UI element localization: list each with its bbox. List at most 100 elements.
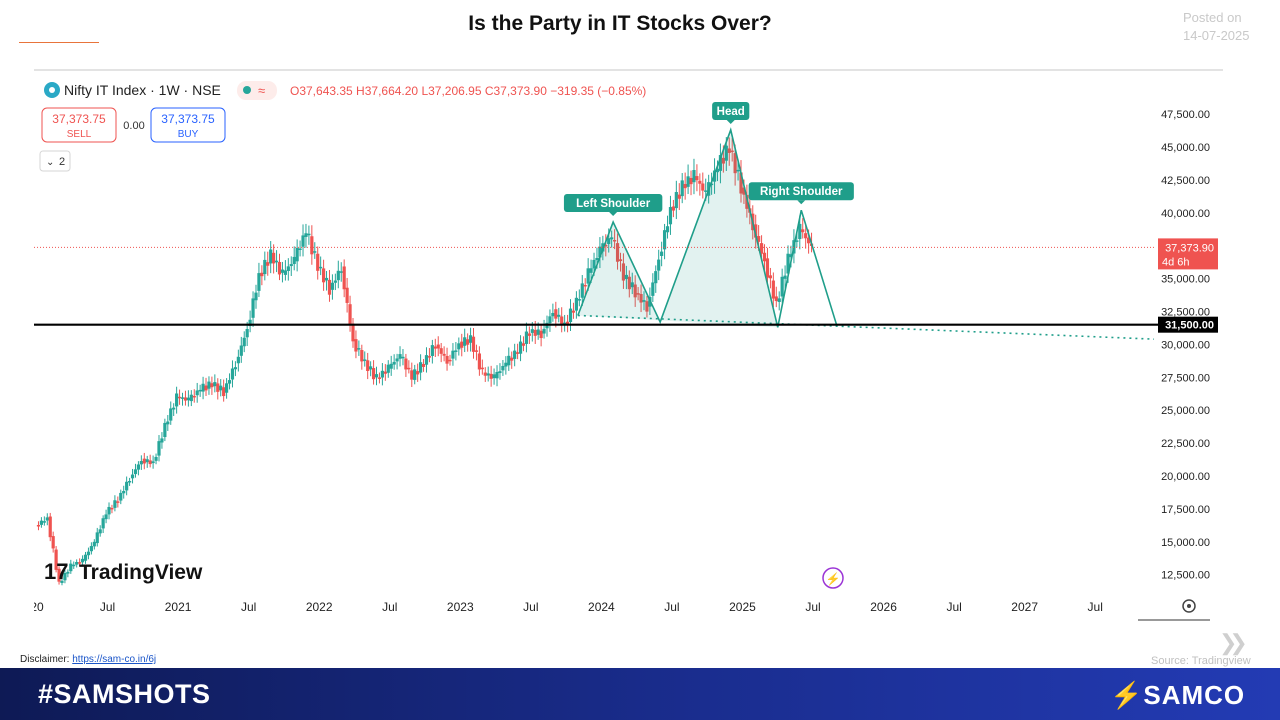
market-open-dot-icon xyxy=(243,86,251,94)
candle-body xyxy=(272,252,276,264)
x-tick-label: Jul xyxy=(523,600,538,614)
candle-body xyxy=(60,580,64,583)
candle-body xyxy=(280,269,285,273)
candle-body xyxy=(45,517,49,521)
candle-body xyxy=(507,355,511,366)
candle-body xyxy=(419,362,423,373)
indicator-toggle[interactable] xyxy=(39,150,71,172)
lightning-icon[interactable]: ⚡ xyxy=(822,567,844,589)
posted-value: 14-07-2025 xyxy=(1183,28,1250,43)
candle-body xyxy=(680,180,684,197)
candle-body xyxy=(227,380,232,384)
candle-body xyxy=(642,300,646,302)
sell-button[interactable] xyxy=(41,107,117,143)
candle-body xyxy=(613,239,617,242)
x-tick-label: 2027 xyxy=(1011,600,1038,614)
y-tick-label: 20,000.00 xyxy=(1161,471,1210,483)
candle-body xyxy=(795,240,799,242)
candle-body xyxy=(145,459,149,463)
candle-body xyxy=(686,176,690,187)
candle-body xyxy=(113,500,117,508)
candle-body xyxy=(551,312,555,317)
candle-body xyxy=(701,183,705,191)
candle-body xyxy=(304,233,308,237)
candle-body xyxy=(745,194,749,209)
market-status-badge[interactable] xyxy=(237,81,277,100)
candle-body xyxy=(401,356,405,359)
candle-body xyxy=(69,563,73,572)
candle-body xyxy=(127,481,132,483)
x-tick-label: 2026 xyxy=(870,600,897,614)
candle-body xyxy=(498,371,502,374)
candle-body xyxy=(542,328,546,334)
candle-body xyxy=(216,383,220,392)
double-chevron-right-icon[interactable]: ❯❯ xyxy=(1219,630,1248,655)
candle-body xyxy=(395,358,399,362)
candle-body xyxy=(430,345,434,356)
candle-body xyxy=(665,226,670,233)
indicator-count: 2 xyxy=(59,156,65,168)
candle-body xyxy=(330,282,335,290)
y-tick-label: 40,000.00 xyxy=(1161,208,1210,220)
candle-body xyxy=(789,254,793,258)
buy-button[interactable] xyxy=(150,107,226,143)
candle-body xyxy=(260,272,264,277)
candle-body xyxy=(557,314,561,317)
symbol-label[interactable]: Nifty IT Index · 1W · NSE xyxy=(64,82,221,98)
candle-body xyxy=(671,206,675,211)
candle-body xyxy=(380,370,384,378)
candle-body xyxy=(36,524,41,527)
candle-body xyxy=(254,292,258,301)
candle-body xyxy=(754,224,758,238)
disclaimer-link[interactable]: https://sam-co.in/6j xyxy=(72,654,157,665)
candle-body xyxy=(604,244,608,247)
candle-body xyxy=(657,259,661,271)
sell-label: SELL xyxy=(67,129,92,140)
candle-body xyxy=(360,350,364,362)
candle-body xyxy=(618,259,623,262)
candle-body xyxy=(607,238,611,245)
candle-body xyxy=(460,341,464,348)
candle-body xyxy=(454,350,458,352)
candle-body xyxy=(501,365,505,371)
candle-body xyxy=(574,297,578,311)
last-price-badge xyxy=(1158,238,1218,270)
candle-body xyxy=(133,469,138,475)
candle-body xyxy=(627,276,631,290)
candle-body xyxy=(486,373,490,376)
settings-gear-icon[interactable] xyxy=(1182,599,1196,613)
tradingview-watermark[interactable]: 17 TradingView xyxy=(44,559,203,584)
candle-body xyxy=(695,176,699,181)
candle-body xyxy=(636,293,640,295)
chevron-down-icon: ⌄ xyxy=(46,157,54,168)
candle-body xyxy=(521,343,526,346)
support-badge-value: 31,500.00 xyxy=(1165,320,1214,332)
candle-body xyxy=(410,370,414,380)
candle-body xyxy=(577,299,581,301)
pattern-label-bg xyxy=(712,101,750,120)
candle-body xyxy=(413,369,417,380)
x-tick-label: 2023 xyxy=(447,600,474,614)
candle-body xyxy=(565,321,570,325)
last-price-countdown: 4d 6h xyxy=(1162,256,1190,268)
axes-layer: 12,500.00 15,000.00 17,500.00 20,000.00 22,5… xyxy=(30,109,1218,614)
candle-body xyxy=(786,253,790,274)
candle-body xyxy=(48,516,52,538)
candle-body xyxy=(798,223,802,240)
candle-body xyxy=(301,235,305,247)
candle-body xyxy=(110,507,114,510)
hashtag: #SAMSHOTS xyxy=(38,679,211,709)
candle-body xyxy=(598,246,602,258)
pattern-layer: Left Shoulder Head Right Shoulder xyxy=(34,101,1158,340)
candle-body xyxy=(516,352,520,354)
candle-body xyxy=(504,362,508,367)
candle-body xyxy=(692,170,696,183)
candle-body xyxy=(86,551,91,556)
candle-body xyxy=(654,271,658,284)
candle-body xyxy=(660,251,664,256)
candle-body xyxy=(222,387,226,397)
chart-frame: Left Shoulder Head Right Shoulder 12,500.0… xyxy=(30,69,1223,623)
nifty-logo-icon-inner xyxy=(49,87,55,93)
candle-body xyxy=(765,258,770,278)
x-tick-label: 2025 xyxy=(729,600,756,614)
